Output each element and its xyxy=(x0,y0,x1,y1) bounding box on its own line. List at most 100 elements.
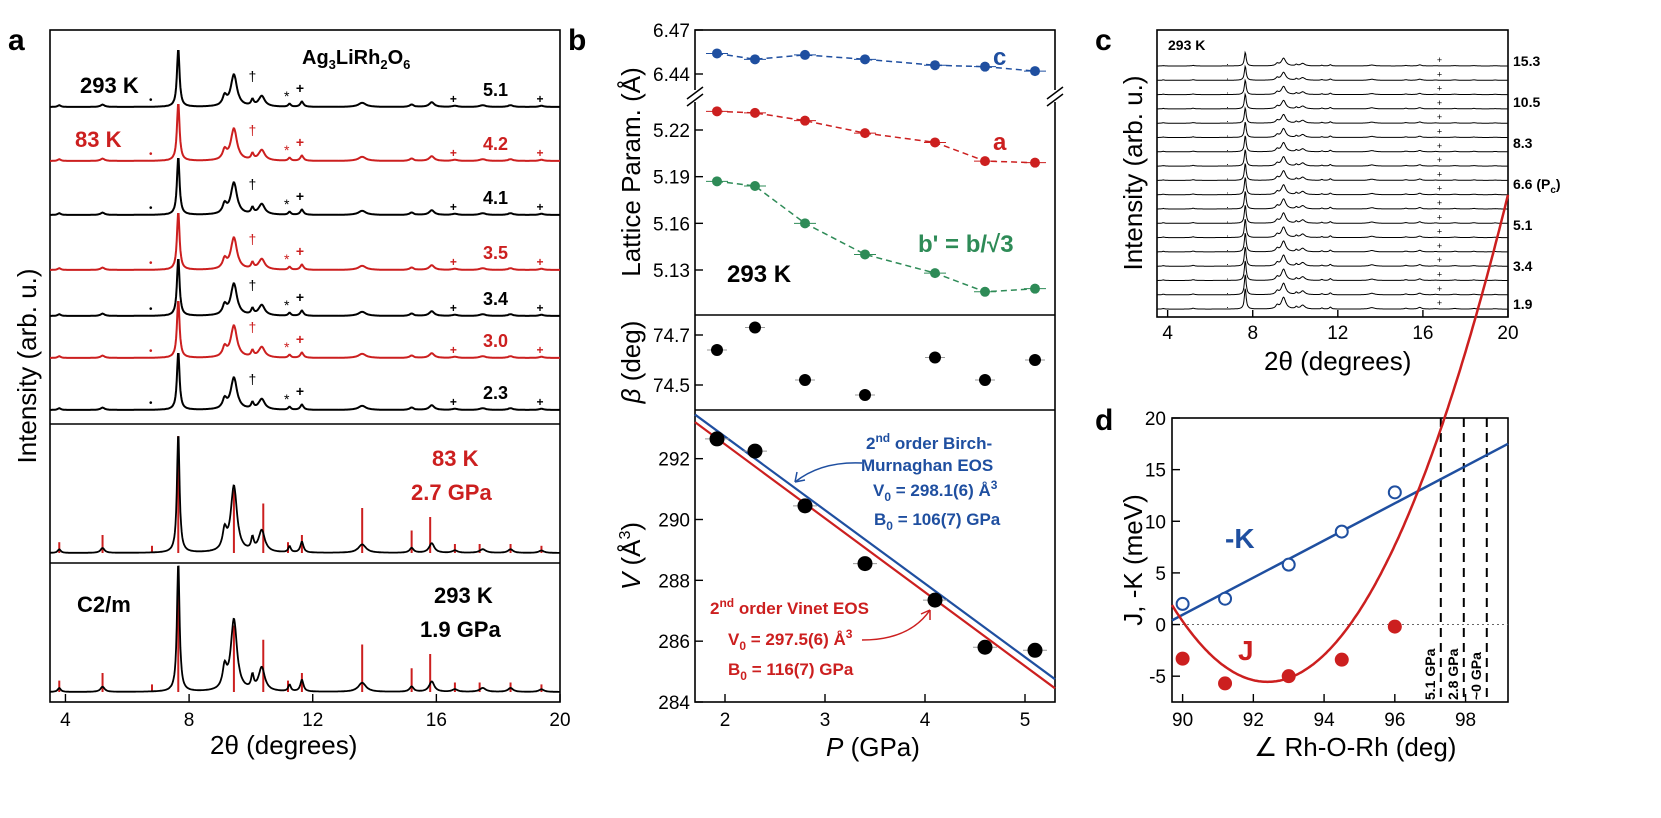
panel-d-plot: 5.1 GPa 2.8 GPa ~0 GPa -5 0 5 10 15 20 90 92 94 96 98 xyxy=(1145,194,1510,731)
a-marker-plus: + xyxy=(450,255,457,269)
a-temp-label-293: 293 K xyxy=(80,73,139,98)
c-trace xyxy=(1157,205,1508,224)
c-marker-plus: + xyxy=(1437,141,1442,151)
b-birch-title-1: 2nd order Birch- xyxy=(866,431,992,453)
b-lattice-point xyxy=(860,128,870,139)
a-x-tick-label: 16 xyxy=(426,710,447,731)
c-x-tick-label: 20 xyxy=(1497,323,1518,344)
a-compound-label: Ag3LiRh2O6 xyxy=(302,47,410,72)
a-marker-star: * xyxy=(284,196,290,212)
d-j-point xyxy=(1175,651,1190,666)
c-marker-plus: + xyxy=(1437,127,1442,137)
b-eos-fit-line xyxy=(694,413,1056,681)
c-marker-dot: . xyxy=(1226,157,1229,167)
b-axis-break-right-2 xyxy=(1046,93,1064,107)
d-pressure-vline-label: 2.8 GPa xyxy=(1445,648,1461,700)
a-marker-plus: + xyxy=(450,343,457,357)
b-lattice-point xyxy=(980,61,990,72)
b-volume-y-tick-label: 290 xyxy=(658,511,690,532)
a-marker-dagger: † xyxy=(248,319,256,335)
c-marker-dot: . xyxy=(1226,100,1229,110)
b-beta-point xyxy=(1029,354,1041,366)
b-beta-y-tick-label: 74.7 xyxy=(653,326,690,347)
c-pressure-label-3.4: 3.4 xyxy=(1513,258,1533,274)
a-x-tick-label: 4 xyxy=(60,710,71,731)
a-refinement-fit xyxy=(50,565,560,693)
b-lattice-point xyxy=(980,156,990,167)
a-marker-plus: + xyxy=(450,395,457,409)
c-marker-dot: . xyxy=(1226,229,1229,239)
a-marker-plus: + xyxy=(536,200,543,214)
panel-d: d 5.1 GPa 2.8 GPa ~0 GPa -5 0 5 10 15 20 90 92 94 96… xyxy=(1095,194,1510,762)
d-minus-k-point xyxy=(1281,557,1296,572)
b-x-tick-label: 5 xyxy=(1020,710,1031,731)
b-y-tick-label: 5.19 xyxy=(653,168,690,189)
b-vinet-b0: B0 = 116(7) GPa xyxy=(728,660,854,683)
a-trace-label-4.2: 4.2 xyxy=(483,134,508,154)
b-lattice-point xyxy=(860,54,870,65)
b-series-label-a: a xyxy=(993,129,1007,156)
c-trace xyxy=(1157,64,1508,81)
a-trace-label-2.3: 2.3 xyxy=(483,383,508,403)
b-vinet-title: 2nd order Vinet EOS xyxy=(710,596,869,618)
d-y-tick-label: -5 xyxy=(1149,667,1166,688)
a-trace-5.1 xyxy=(50,50,560,108)
b-birch-annotation: 2nd order Birch- Murnaghan EOS V0 = 298.… xyxy=(861,431,1001,533)
b-lattice-point xyxy=(800,218,810,229)
a-marker-plus: + xyxy=(296,289,304,305)
b-beta-point xyxy=(979,374,991,386)
a-marker-dot: • xyxy=(149,203,153,214)
a-marker-star: * xyxy=(284,251,290,267)
b-lattice-point xyxy=(750,181,760,191)
b-y-tick-label: 6.47 xyxy=(653,21,690,42)
c-trace xyxy=(1157,92,1508,110)
a-refine-293k-pressure: 1.9 GPa xyxy=(420,617,501,642)
a-trace-label-3.0: 3.0 xyxy=(483,331,508,351)
b-series-label-b-prime: b' = b/√3 xyxy=(918,231,1014,258)
c-x-tick-label: 16 xyxy=(1412,323,1433,344)
d-y-axis-label: J, -K (meV) xyxy=(1118,494,1148,625)
b-lattice-point xyxy=(860,249,870,260)
a-marker-plus: + xyxy=(536,301,543,315)
b-lattice-point xyxy=(712,106,722,117)
a-marker-plus: + xyxy=(450,146,457,160)
c-marker-plus: + xyxy=(1437,55,1442,65)
panel-b-lattice-plot: 6.44 6.47 5.13 5.16 5.19 5.22 xyxy=(653,21,1046,297)
b-birch-arrowhead xyxy=(794,471,806,483)
c-y-axis-label: Intensity (arb. u.) xyxy=(1118,75,1148,270)
a-trace-label-4.1: 4.1 xyxy=(483,188,508,208)
b-x-axis-label: P (GPa) xyxy=(826,732,920,762)
c-pressure-label-10.5: 10.5 xyxy=(1513,94,1540,110)
c-trace xyxy=(1157,163,1508,181)
c-temp-annotation: 293 K xyxy=(1168,37,1205,53)
a-marker-plus: + xyxy=(450,92,457,106)
b-top-y-axis-label: Lattice Param. (Å) xyxy=(616,67,646,277)
c-marker-dot: . xyxy=(1226,300,1229,310)
a-refine-83k-pressure: 2.7 GPa xyxy=(411,480,492,505)
c-marker-plus: + xyxy=(1437,198,1442,208)
a-trace-3.0 xyxy=(50,301,560,359)
c-trace xyxy=(1157,149,1508,167)
a-marker-dot: • xyxy=(149,346,153,357)
b-lattice-point xyxy=(980,286,990,297)
d-y-tick-label: 15 xyxy=(1145,461,1166,482)
b-temp-annotation: 293 K xyxy=(727,261,792,288)
c-x-tick-label: 4 xyxy=(1162,323,1173,344)
panel-a-traces: 5.1 + * + + • † 4.2 + * + + • † 4.1 + * + + • † 3.5 + * + + • † 3.4 +… xyxy=(50,50,560,411)
a-x-tick-label: 8 xyxy=(184,710,195,731)
c-marker-plus: + xyxy=(1437,84,1442,94)
d-x-tick-label: 94 xyxy=(1314,710,1336,731)
d-j-fit xyxy=(1170,194,1510,684)
d-x-tick-label: 98 xyxy=(1455,710,1476,731)
b-vinet-v0: V0 = 297.5(6) Å3 xyxy=(728,627,853,653)
b-volume-y-tick-label: 288 xyxy=(658,571,690,592)
c-x-tick-label: 8 xyxy=(1247,323,1258,344)
a-marker-plus: + xyxy=(296,188,304,204)
a-marker-dagger: † xyxy=(248,277,256,293)
a-marker-plus: + xyxy=(536,395,543,409)
d-minus-k-point xyxy=(1387,485,1402,500)
c-marker-dot: . xyxy=(1226,272,1229,282)
c-trace xyxy=(1157,288,1508,310)
b-vinet-arrowhead xyxy=(920,609,931,620)
d-y-tick-label: 20 xyxy=(1145,409,1166,430)
